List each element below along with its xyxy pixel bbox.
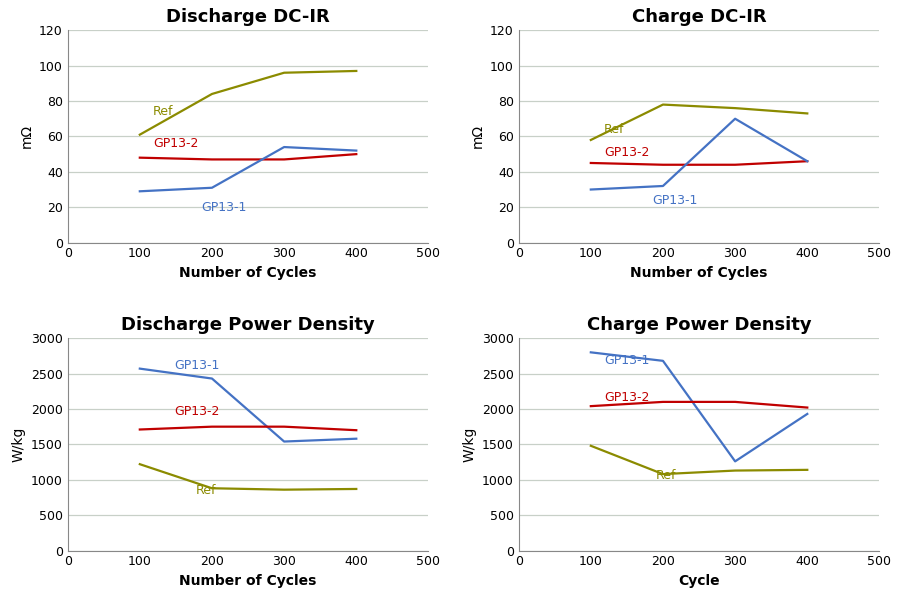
- Text: GP13-2: GP13-2: [152, 137, 198, 150]
- X-axis label: Number of Cycles: Number of Cycles: [630, 266, 768, 280]
- Title: Charge DC-IR: Charge DC-IR: [631, 8, 767, 26]
- Y-axis label: W/kg: W/kg: [12, 427, 25, 462]
- Text: GP13-2: GP13-2: [603, 391, 649, 404]
- Text: Ref: Ref: [152, 105, 173, 118]
- Y-axis label: W/kg: W/kg: [463, 427, 476, 462]
- Text: GP13-2: GP13-2: [603, 146, 649, 159]
- Title: Charge Power Density: Charge Power Density: [586, 316, 812, 334]
- Title: Discharge Power Density: Discharge Power Density: [121, 316, 375, 334]
- Text: GP13-1: GP13-1: [603, 354, 649, 367]
- Text: GP13-1: GP13-1: [201, 201, 246, 214]
- X-axis label: Number of Cycles: Number of Cycles: [179, 266, 317, 280]
- X-axis label: Number of Cycles: Number of Cycles: [179, 574, 317, 588]
- X-axis label: Cycle: Cycle: [678, 574, 720, 588]
- Title: Discharge DC-IR: Discharge DC-IR: [166, 8, 330, 26]
- Text: GP13-1: GP13-1: [652, 194, 697, 207]
- Text: Ref: Ref: [656, 469, 676, 482]
- Text: Ref: Ref: [603, 123, 624, 136]
- Text: Ref: Ref: [196, 484, 216, 497]
- Text: GP13-1: GP13-1: [174, 359, 220, 372]
- Text: GP13-2: GP13-2: [174, 405, 220, 418]
- Y-axis label: mΩ: mΩ: [470, 125, 484, 148]
- Y-axis label: mΩ: mΩ: [19, 125, 33, 148]
